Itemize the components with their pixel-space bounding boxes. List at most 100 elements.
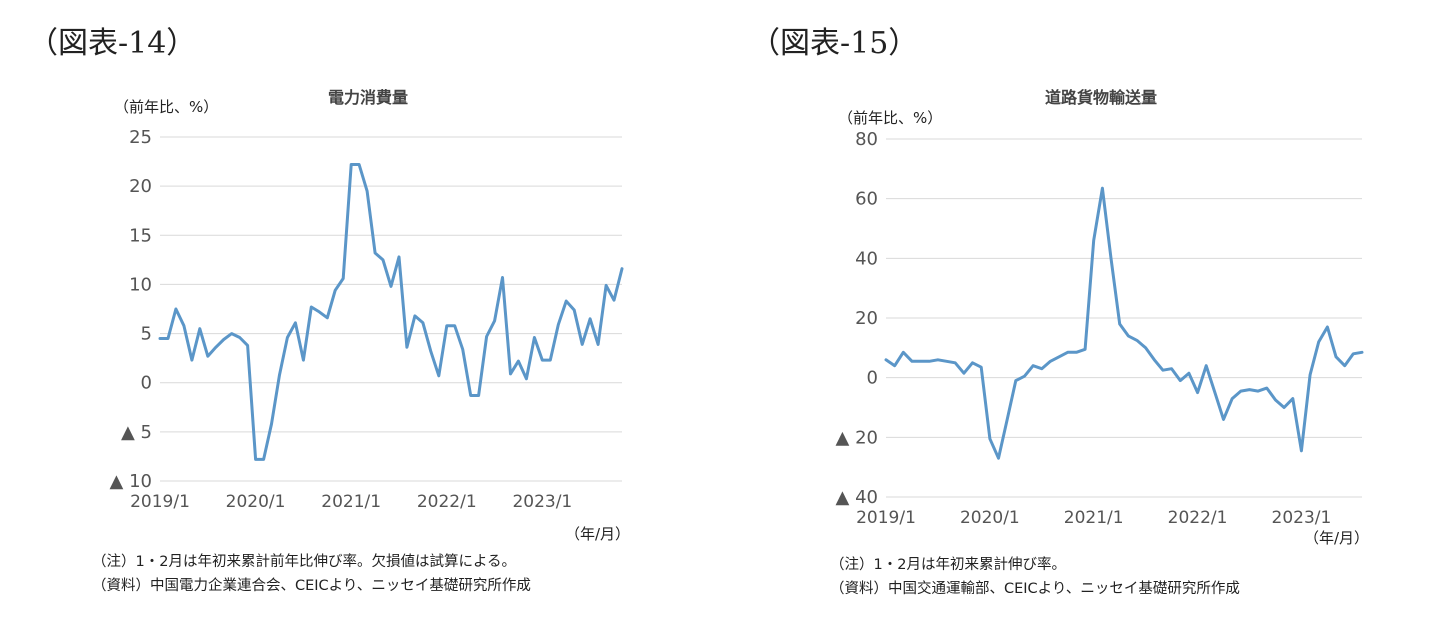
data-point	[501, 276, 503, 278]
data-point	[199, 327, 201, 329]
data-point	[1222, 418, 1224, 420]
data-point	[326, 317, 328, 319]
data-point	[207, 355, 209, 357]
data-point	[1318, 341, 1320, 343]
data-point	[1343, 365, 1345, 367]
data-point	[390, 285, 392, 287]
y-tick-label: ▲ 40	[836, 487, 878, 508]
data-point	[446, 325, 448, 327]
x-tick-label: 2020/1	[226, 492, 286, 512]
figure-14-panel: （図表-14） 電力消費量 （前年比、%） 25 20 15 10 5 0 ▲ 5 ▲ 10 2…	[0, 0, 700, 626]
data-point	[885, 359, 887, 361]
x-tick-label: 2023/1	[512, 492, 572, 512]
y-tick-label: 0	[141, 373, 152, 394]
data-point	[406, 346, 408, 348]
data-point	[334, 289, 336, 291]
y-tick-label: ▲ 5	[121, 422, 152, 443]
y-tick-label: 20	[129, 176, 152, 197]
data-point	[597, 343, 599, 345]
data-point	[350, 163, 352, 165]
data-point	[557, 324, 559, 326]
data-point	[1326, 326, 1328, 328]
y-axis-unit: （前年比、%）	[838, 109, 943, 127]
data-point	[509, 373, 511, 375]
data-point	[477, 394, 479, 396]
data-point	[1049, 360, 1051, 362]
data-point	[1248, 388, 1250, 390]
x-axis-unit: （年/月）	[565, 525, 631, 543]
data-point	[1127, 335, 1129, 337]
chart-source: （資料）中国交通運輸部、CEICより、ニッセイ基礎研究所作成	[830, 581, 1240, 597]
y-tick-label: 5	[141, 324, 152, 345]
data-point	[1075, 351, 1077, 353]
data-point	[989, 438, 991, 440]
data-point	[159, 337, 161, 339]
data-point	[541, 359, 543, 361]
data-point	[1266, 387, 1268, 389]
data-point	[1196, 391, 1198, 393]
x-tick-label: 2020/1	[960, 508, 1020, 528]
data-point	[215, 346, 217, 348]
data-point	[294, 322, 296, 324]
data-point	[911, 360, 913, 362]
data-point	[1274, 399, 1276, 401]
data-point	[1231, 397, 1233, 399]
figure-label: （図表-14）	[28, 26, 197, 61]
data-point	[1084, 348, 1086, 350]
data-point	[1101, 187, 1103, 189]
data-point	[517, 360, 519, 362]
data-point	[1110, 257, 1112, 259]
data-point	[1015, 379, 1017, 381]
data-point	[1170, 368, 1172, 370]
y-tick-label: 40	[855, 248, 878, 269]
data-point	[230, 332, 232, 334]
data-point	[270, 423, 272, 425]
data-point	[1240, 390, 1242, 392]
data-point	[1309, 373, 1311, 375]
data-point	[1205, 365, 1207, 367]
data-point	[971, 362, 973, 364]
x-tick-label: 2019/1	[856, 508, 916, 528]
data-point	[1058, 356, 1060, 358]
data-point	[1361, 351, 1363, 353]
y-tick-label: 80	[855, 129, 878, 150]
chart-source: （資料）中国電力企業連合会、CEICより、ニッセイ基礎研究所作成	[92, 578, 531, 594]
y-tick-label: 20	[855, 308, 878, 329]
chart-title: 電力消費量	[327, 88, 409, 107]
y-tick-label: 10	[129, 274, 152, 295]
y-tick-label: 25	[129, 127, 152, 148]
data-point	[1292, 397, 1294, 399]
data-point	[414, 315, 416, 317]
data-point	[175, 308, 177, 310]
data-point	[485, 335, 487, 337]
y-tick-label: ▲ 10	[110, 471, 152, 492]
chart-title: 道路貨物輸送量	[1044, 88, 1158, 107]
series-line	[158, 163, 624, 461]
data-point	[238, 336, 240, 338]
data-point	[549, 359, 551, 361]
x-tick-label: 2022/1	[1168, 508, 1228, 528]
data-point	[223, 338, 225, 340]
chart-note: （注）1・2月は年初来累計伸び率。	[830, 557, 1066, 573]
data-point	[980, 366, 982, 368]
data-point	[286, 336, 288, 338]
data-point	[422, 322, 424, 324]
data-point	[438, 375, 440, 377]
data-point	[589, 318, 591, 320]
data-point	[1188, 372, 1190, 374]
data-point	[398, 256, 400, 258]
data-point	[1352, 353, 1354, 355]
data-point	[928, 360, 930, 362]
data-point	[358, 163, 360, 165]
data-point	[1214, 391, 1216, 393]
data-point	[902, 351, 904, 353]
data-point	[963, 372, 965, 374]
y-axis-unit: （前年比、%）	[114, 98, 219, 116]
data-point	[366, 190, 368, 192]
y-tick-label: 0	[867, 368, 878, 389]
data-point	[1283, 406, 1285, 408]
data-point	[302, 359, 304, 361]
data-point	[581, 343, 583, 345]
